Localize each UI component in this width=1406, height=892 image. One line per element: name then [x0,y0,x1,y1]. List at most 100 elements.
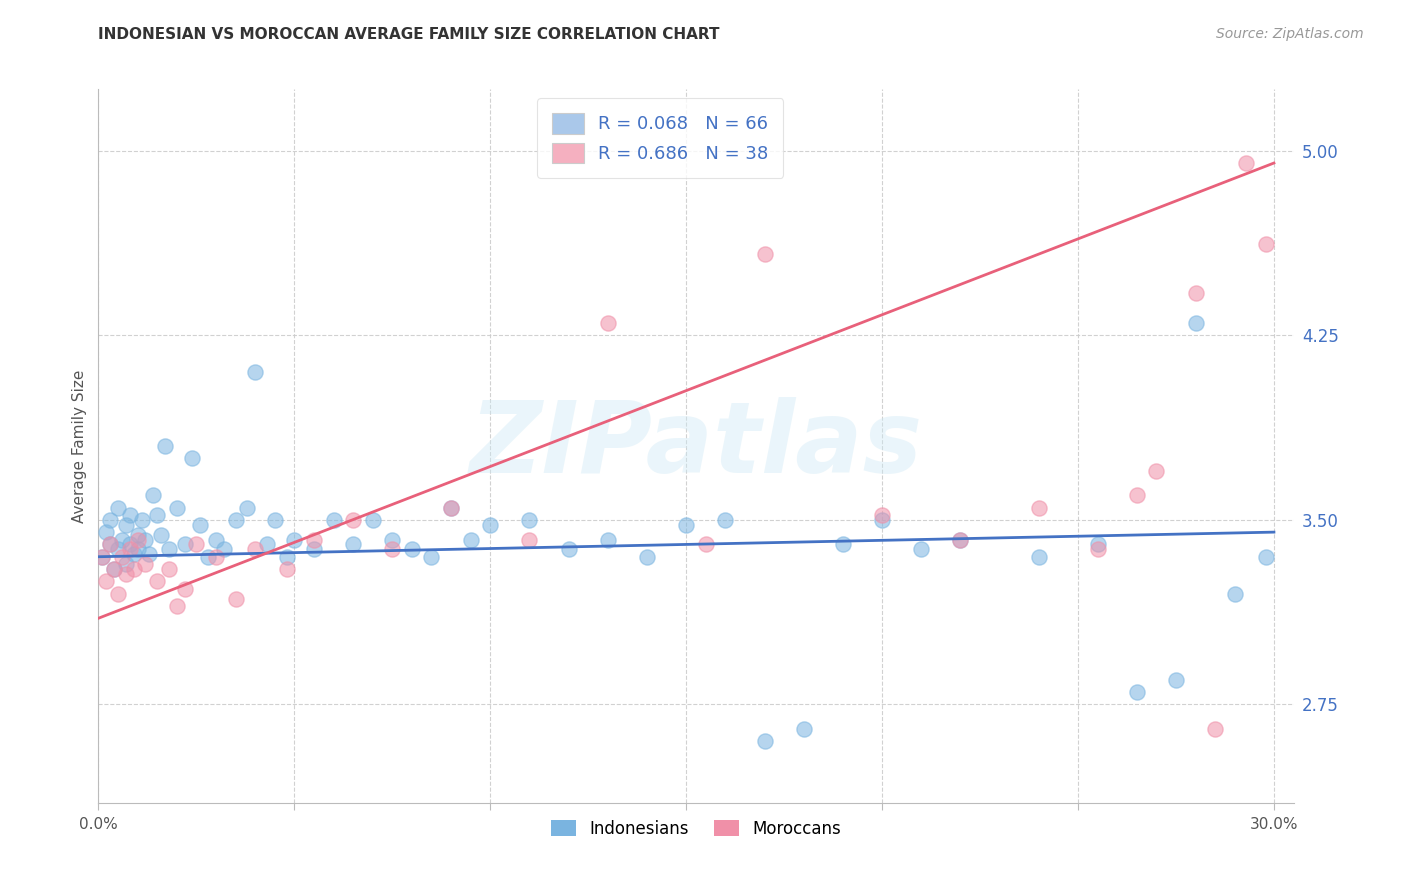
Point [146,508,169,522]
Point [342,513,364,527]
Point [111,549,134,564]
Point [127,533,149,547]
Point [1184,316,1206,330]
Point [243,365,266,379]
Point [557,542,579,557]
Point [1126,488,1149,502]
Point [754,247,776,261]
Point [91,549,114,564]
Point [1184,286,1206,301]
Point [225,591,247,606]
Point [118,508,141,522]
Point [103,562,125,576]
Point [832,537,855,551]
Point [793,722,815,736]
Text: 30.0%: 30.0% [1250,817,1298,832]
Point [1126,685,1149,699]
Point [96,574,118,589]
Point [134,533,156,547]
Point [910,542,932,557]
Point [236,500,259,515]
Point [186,537,208,551]
Point [460,533,482,547]
Point [225,513,247,527]
Point [949,533,972,547]
Point [205,533,228,547]
Point [212,542,235,557]
Point [401,542,423,557]
Point [111,533,134,547]
Point [107,500,129,515]
Point [157,562,180,576]
Point [98,537,121,551]
Point [636,549,658,564]
Y-axis label: Average Family Size: Average Family Size [72,369,87,523]
Point [131,513,153,527]
Point [302,542,325,557]
Point [146,574,169,589]
Point [342,537,364,551]
Point [519,513,541,527]
Point [302,533,325,547]
Point [205,549,228,564]
Point [127,527,149,541]
Point [381,533,404,547]
Point [714,513,737,527]
Point [263,513,285,527]
Point [1028,549,1050,564]
Point [188,517,211,532]
Point [138,547,160,561]
Point [122,547,145,561]
Text: 0.0%: 0.0% [79,817,118,832]
Text: ZIPatlas: ZIPatlas [470,398,922,494]
Point [1164,673,1187,687]
Point [1087,537,1109,551]
Point [440,500,463,515]
Point [115,517,138,532]
Point [440,500,463,515]
Point [115,557,138,571]
Point [127,542,149,557]
Point [157,542,180,557]
Point [1254,237,1277,252]
Point [115,566,138,581]
Point [181,451,204,466]
Point [1223,587,1246,601]
Point [1204,722,1226,736]
Point [870,508,893,522]
Point [134,557,156,571]
Point [118,537,141,551]
Point [118,542,141,557]
Point [596,533,619,547]
Point [98,513,121,527]
Point [107,542,129,557]
Point [173,537,195,551]
Point [197,549,219,564]
Point [276,562,298,576]
Point [166,500,188,515]
Point [107,587,129,601]
Point [96,525,118,540]
Point [1236,156,1258,170]
Text: INDONESIAN VS MOROCCAN AVERAGE FAMILY SIZE CORRELATION CHART: INDONESIAN VS MOROCCAN AVERAGE FAMILY SI… [98,27,720,42]
Point [1144,464,1167,478]
Point [1028,500,1050,515]
Point [519,533,541,547]
Point [420,549,443,564]
Point [166,599,188,613]
Point [1254,549,1277,564]
Point [381,542,404,557]
Point [1087,542,1109,557]
Point [361,513,384,527]
Point [91,549,114,564]
Text: Source: ZipAtlas.com: Source: ZipAtlas.com [1216,27,1364,41]
Point [870,513,893,527]
Point [98,537,121,551]
Point [695,537,717,551]
Point [142,488,165,502]
Point [754,734,776,748]
Point [675,517,697,532]
Point [949,533,972,547]
Point [283,533,305,547]
Point [256,537,278,551]
